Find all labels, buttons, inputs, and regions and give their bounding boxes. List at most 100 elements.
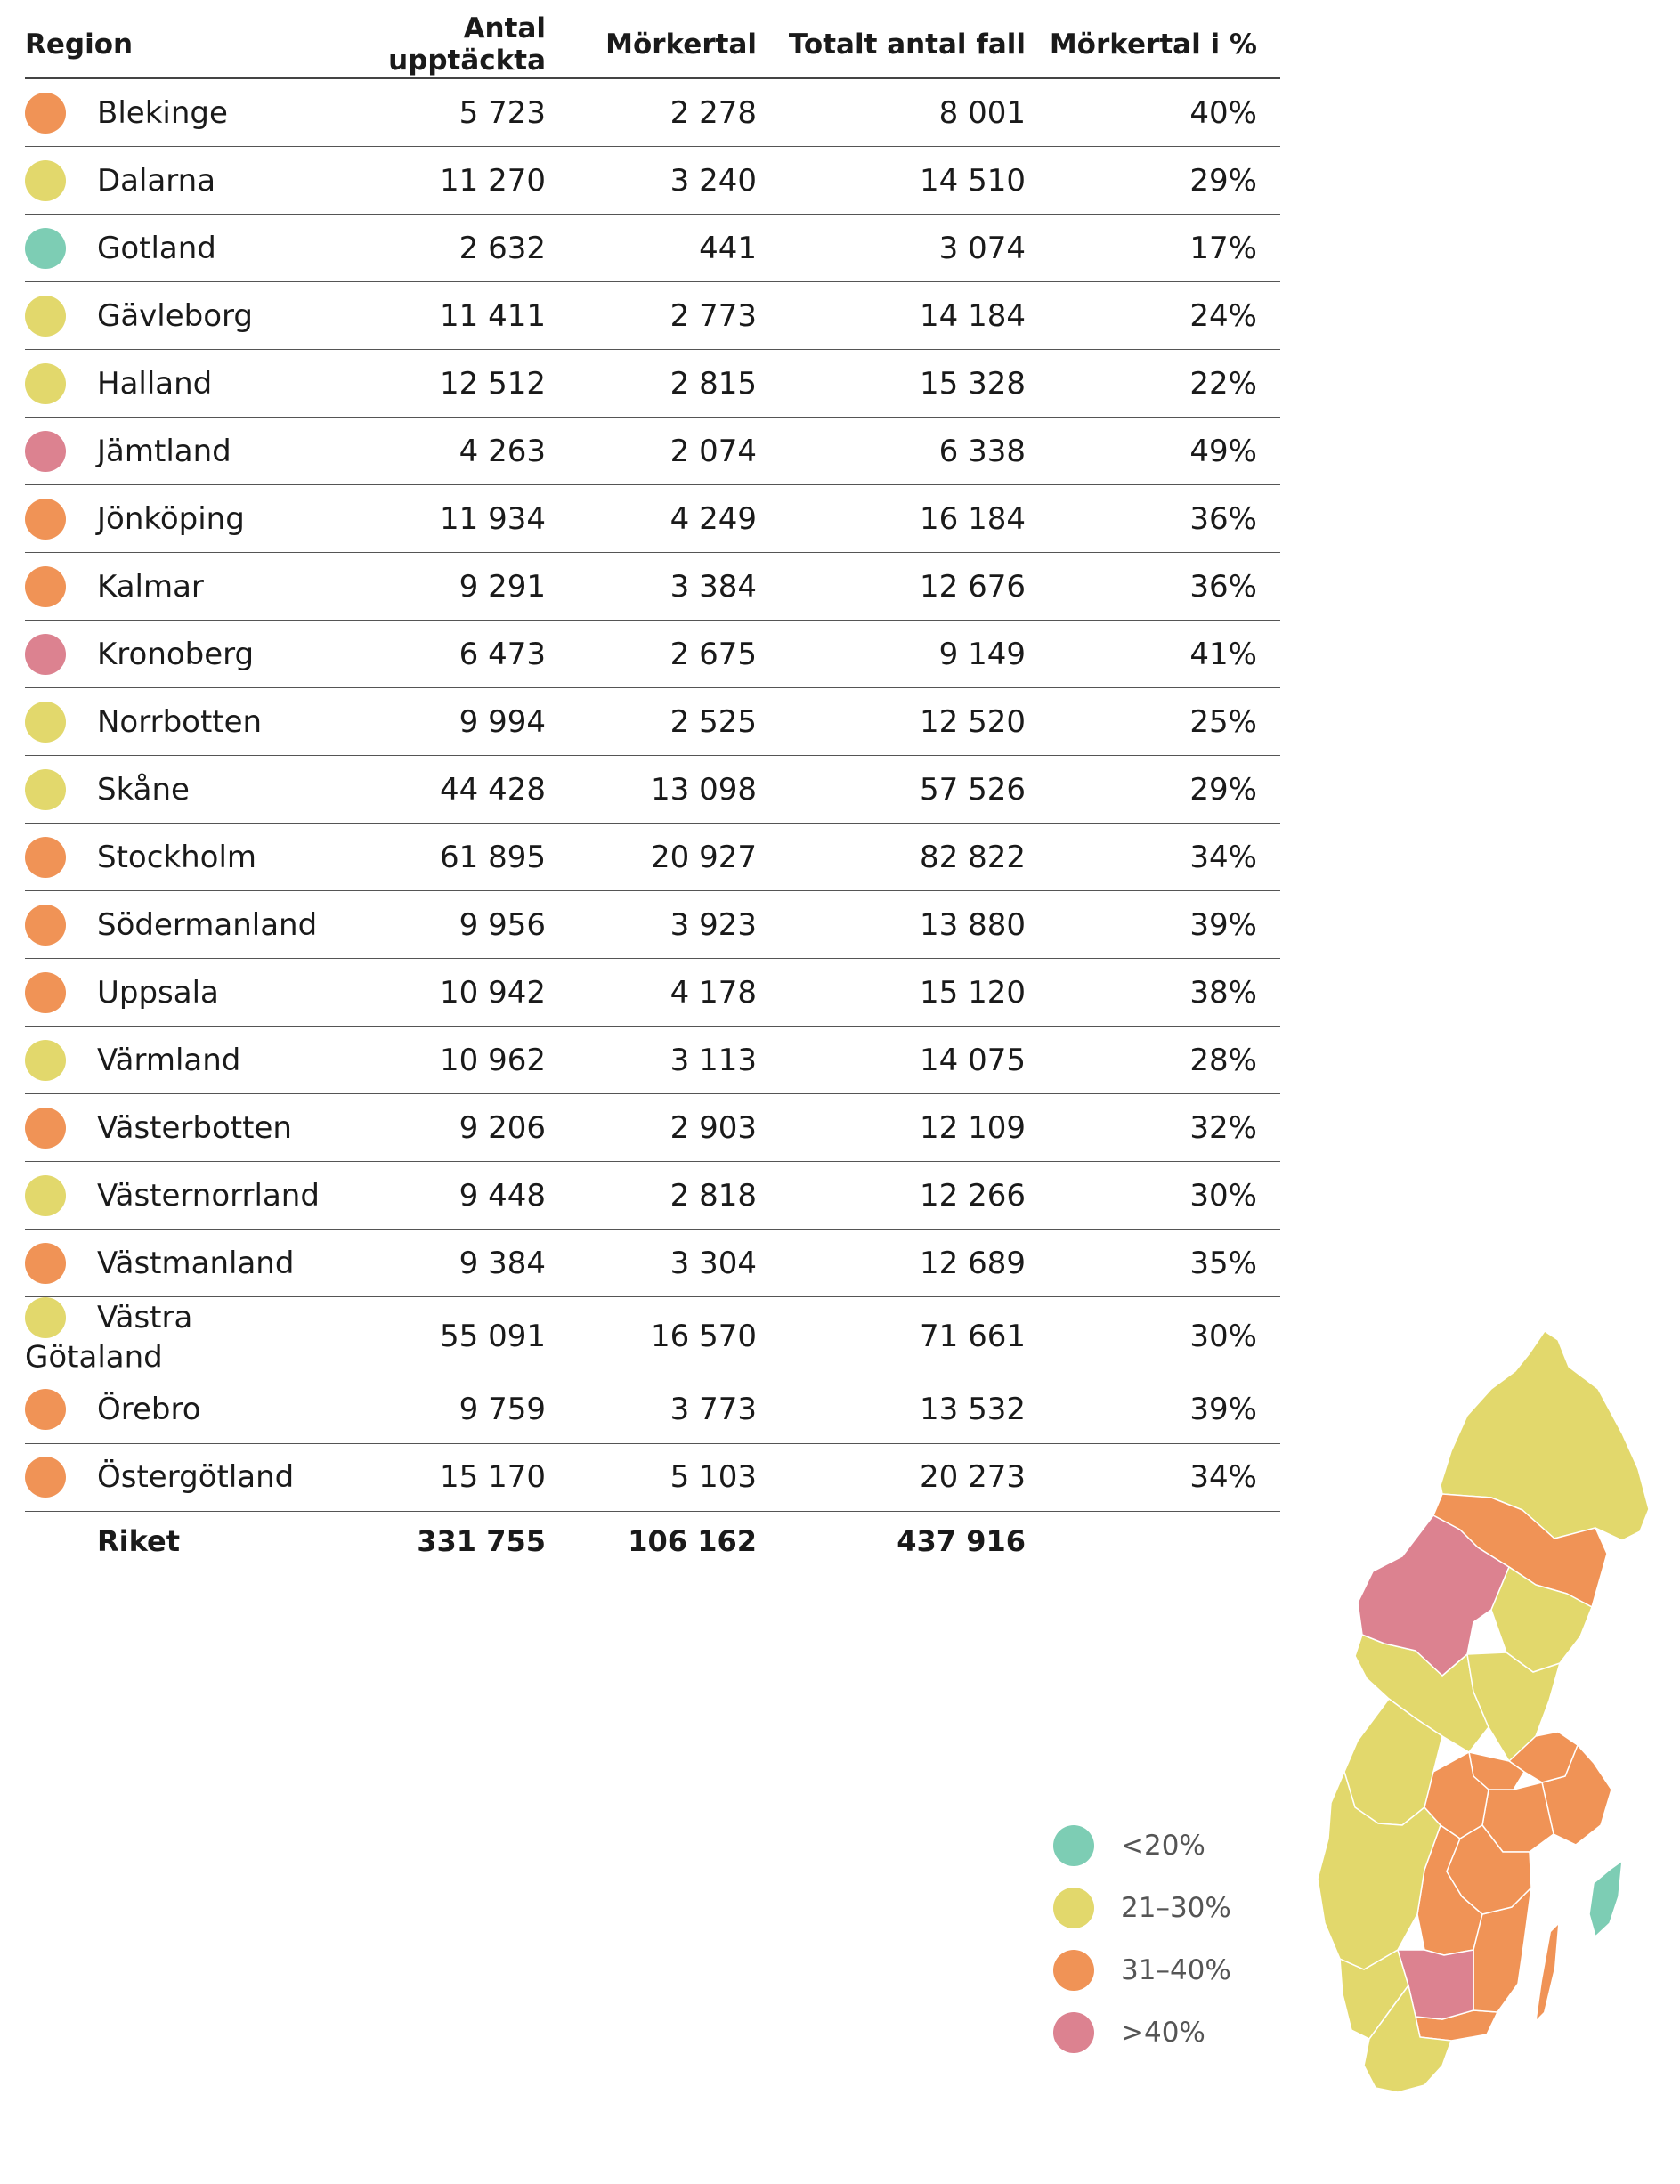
region-cell: Västra Götaland [25,1296,332,1376]
dark-cell: 3 773 [546,1376,757,1444]
dark-cell: 3 304 [546,1229,757,1297]
category-dot-icon [25,1107,66,1149]
region-name: Uppsala [97,974,219,1011]
total-cell: 12 676 [757,552,1026,621]
dark-cell: 2 815 [546,349,757,418]
region-cell: Jönköping [25,484,332,553]
table-row: Jönköping 11 934 4 249 16 184 36% [25,484,1280,553]
table-row: Gävleborg 11 411 2 773 14 184 24% [25,281,1280,350]
pct-cell: 40% [1026,77,1280,147]
category-dot-icon [25,159,66,201]
region-cell: Värmland [25,1026,332,1094]
total-cell: 12 266 [757,1161,1026,1230]
category-dot-icon [25,1297,66,1338]
pct-cell: 35% [1026,1229,1280,1297]
legend-dot-icon [1053,1888,1094,1928]
pct-cell: 29% [1026,146,1280,215]
total-cell: 12 109 [757,1093,1026,1162]
category-dot-icon [25,1389,66,1430]
region-cell: Skåne [25,755,332,824]
detected-cell: 10 962 [332,1026,546,1094]
detected-cell: 9 448 [332,1161,546,1230]
detected-cell: 5 723 [332,77,546,147]
legend-dot-icon [1053,1950,1094,1991]
total-cell: 12 520 [757,687,1026,756]
pct-cell: 30% [1026,1296,1280,1376]
map-region-skåne [1363,1985,1452,2093]
col-header-total: Totalt antal fall [757,12,1026,79]
detected-cell: 4 263 [332,417,546,485]
col-header-pct: Mörkertal i % [1026,12,1280,79]
col-header-dark: Mörkertal [546,12,757,79]
map-region-västra-götaland [1317,1771,1441,1970]
table-row: Östergötland 15 170 5 103 20 273 34% [25,1443,1280,1512]
region-cell: Östergötland [25,1443,332,1512]
region-cell: Blekinge [25,77,332,147]
region-cell: Stockholm [25,823,332,891]
detected-cell: 15 170 [332,1443,546,1512]
total-cell: 12 689 [757,1229,1026,1297]
region-cell: Halland [25,349,332,418]
category-dot-icon [25,1242,66,1284]
table-row: Södermanland 9 956 3 923 13 880 39% [25,890,1280,959]
region-name: Gävleborg [97,297,254,334]
region-cell: Västmanland [25,1229,332,1297]
table-row: Halland 12 512 2 815 15 328 22% [25,349,1280,418]
region-cell: Gävleborg [25,281,332,350]
pct-cell: 30% [1026,1161,1280,1230]
region-cell: Gotland [25,214,332,282]
total-total-cell: 437 916 [897,1523,1026,1558]
detected-cell: 10 942 [332,958,546,1027]
category-dot-icon [25,768,66,810]
region-name: Halland [97,365,213,402]
table-row: Västmanland 9 384 3 304 12 689 35% [25,1229,1280,1297]
pct-cell: 39% [1026,1376,1280,1444]
category-dot-icon [25,1457,66,1498]
table-row: Gotland 2 632 441 3 074 17% [25,214,1280,282]
dark-cell: 5 103 [546,1443,757,1512]
dark-cell: 2 278 [546,77,757,147]
legend-dot-icon [1053,1825,1094,1866]
total-cell: 82 822 [757,823,1026,891]
dark-cell: 3 113 [546,1026,757,1094]
legend-item: >40% [1053,2001,1231,2064]
table-row: Norrbotten 9 994 2 525 12 520 25% [25,687,1280,756]
detected-cell: 9 994 [332,687,546,756]
detected-cell: 44 428 [332,755,546,824]
total-cell: 20 273 [757,1443,1026,1512]
table-row: Värmland 10 962 3 113 14 075 28% [25,1026,1280,1094]
dark-cell: 441 [546,214,757,282]
dark-cell: 2 074 [546,417,757,485]
total-cell: 15 120 [757,958,1026,1027]
total-dark-cell: 106 162 [628,1523,757,1558]
table-row: Jämtland 4 263 2 074 6 338 49% [25,417,1280,485]
dark-cell: 3 240 [546,146,757,215]
table-row: Västernorrland 9 448 2 818 12 266 30% [25,1161,1280,1230]
total-cell: 15 328 [757,349,1026,418]
table-header: Region Antal upptäckta Mörkertal Totalt … [25,12,1280,79]
region-cell: Kalmar [25,552,332,621]
region-name: Jönköping [97,500,245,537]
pct-cell: 29% [1026,755,1280,824]
table-row: Västerbotten 9 206 2 903 12 109 32% [25,1093,1280,1162]
total-cell: 14 184 [757,281,1026,350]
region-name: Värmland [97,1042,241,1078]
region-cell: Södermanland [25,890,332,959]
table-row: Skåne 44 428 13 098 57 526 29% [25,755,1280,824]
col-header-region: Region [25,12,332,79]
dark-cell: 3 923 [546,890,757,959]
dark-cell: 2 818 [546,1161,757,1230]
detected-cell: 12 512 [332,349,546,418]
detected-cell: 11 934 [332,484,546,553]
category-dot-icon [25,701,66,743]
total-cell: 8 001 [757,77,1026,147]
table-row: Västra Götaland 55 091 16 570 71 661 30% [25,1296,1280,1376]
region-name: Dalarna [97,162,216,199]
legend-item: 31–40% [1053,1939,1231,2001]
pct-cell: 32% [1026,1093,1280,1162]
pct-cell: 25% [1026,687,1280,756]
total-row: Riket 331 755 106 162 437 916 [25,1511,1280,1571]
total-cell: 71 661 [757,1296,1026,1376]
region-cell: Jämtland [25,417,332,485]
detected-cell: 9 384 [332,1229,546,1297]
